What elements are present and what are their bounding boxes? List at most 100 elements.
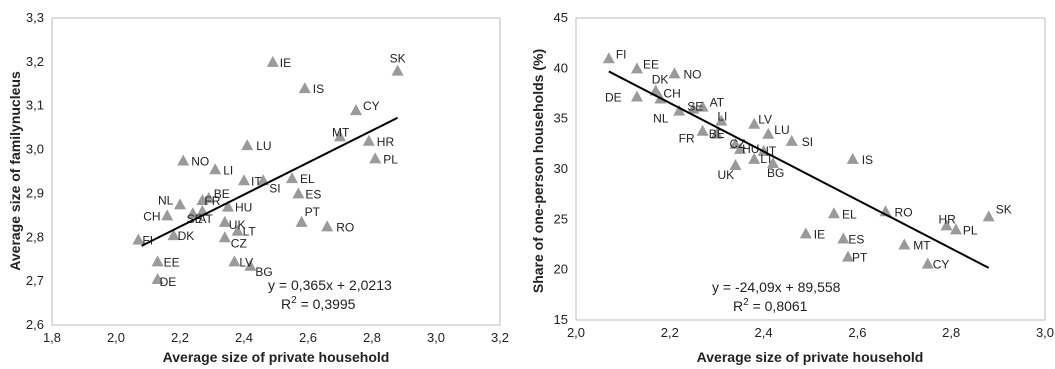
left-point-mt: [334, 130, 346, 142]
right-point-cy: [921, 257, 934, 269]
left-x-tick-label: 2,0: [107, 330, 125, 345]
left-point-label-es: ES: [305, 187, 321, 201]
left-r2-prefix: R: [281, 296, 291, 312]
right-point-de: [630, 90, 643, 102]
right-point-hr: [940, 219, 953, 231]
right-point-no: [668, 67, 681, 79]
right-r2-value: = 0,8061: [749, 298, 808, 314]
right-point-fi: [602, 52, 615, 64]
right-x-tick-label: 2,8: [942, 325, 960, 340]
right-point-label-mt: MT: [913, 239, 931, 253]
left-point-label-pl: PL: [383, 152, 398, 166]
right-point-label-lv: LV: [758, 113, 772, 127]
right-point-ee: [630, 62, 643, 74]
left-point-li: [209, 163, 222, 175]
right-r2-prefix: R: [733, 298, 743, 314]
right-x-tick-label: 2,2: [661, 325, 679, 340]
right-point-lv: [748, 117, 761, 129]
left-x-tick-labels: 1,8 2,0 2,2 2,4 2,6 2,8 3,0 3,2: [43, 330, 509, 345]
left-point-label-no: NO: [191, 155, 209, 169]
left-x-tick-label: 3,2: [491, 330, 509, 345]
left-point-label-cy: CY: [363, 99, 380, 113]
right-x-tick-label: 2,4: [755, 325, 773, 340]
left-y-tick-labels: 2,6 2,7 2,8 2,9 3,0 3,1 3,2 3,3: [26, 10, 44, 332]
right-point-si: [785, 134, 798, 146]
right-point-label-pl: PL: [963, 223, 978, 237]
left-y-tick-label: 3,2: [26, 54, 44, 69]
left-point-label-mt: MT: [332, 125, 350, 139]
left-point-ee: [151, 255, 164, 267]
right-point-label-cy: CY: [933, 258, 950, 272]
left-x-tick-label: 3,0: [427, 330, 445, 345]
left-point-lv: [228, 255, 241, 267]
left-point-bg: [244, 259, 257, 271]
right-equation: y = -24,09x + 89,558: [712, 279, 841, 295]
right-point-pt: [842, 250, 855, 262]
right-point-label-no: NO: [683, 67, 701, 81]
right-x-axis-title: Average size of private household: [697, 349, 924, 365]
left-x-tick-label: 2,8: [363, 330, 381, 345]
left-point-labels: IESKISCYMTHRLUPLNOLIITSIELESNLFRBEHUCHSE…: [142, 52, 405, 289]
right-y-axis-title: Share of one-person households (%): [530, 49, 546, 293]
left-point-el: [286, 172, 298, 184]
right-point-be: [710, 127, 723, 139]
left-point-no: [177, 154, 190, 166]
left-point-dk: [167, 229, 180, 241]
left-y-tick-label: 2,8: [26, 229, 44, 244]
left-r2-value: = 0,3995: [297, 296, 356, 312]
left-y-tick-label: 2,9: [26, 185, 44, 200]
right-point-lu: [762, 127, 775, 139]
right-point-label-pt: PT: [852, 251, 868, 265]
left-point-ro: [321, 220, 334, 232]
left-point-hu: [222, 200, 234, 212]
left-point-cz: [218, 231, 231, 243]
right-point-nl: [673, 104, 686, 116]
left-data-points: [132, 55, 404, 284]
left-point-label-si: SI: [269, 181, 280, 195]
left-point-label-el: EL: [300, 172, 315, 186]
left-point-lu: [241, 139, 254, 151]
left-point-label-lv: LV: [239, 255, 253, 269]
left-trendline: [141, 116, 399, 247]
left-y-axis-title: Average size of familynucleus: [7, 71, 23, 271]
right-point-label-hr: HR: [939, 212, 957, 226]
left-point-label-nl: NL: [158, 193, 174, 207]
right-point-label-ie: IE: [814, 227, 825, 241]
left-y-tick-label: 3,0: [26, 142, 44, 157]
right-point-label-at: AT: [710, 96, 725, 110]
right-point-uk: [729, 158, 742, 170]
left-r2-superscript: 2: [291, 295, 297, 306]
left-x-tick-label: 2,4: [235, 330, 253, 345]
right-point-label-es: ES: [848, 232, 864, 246]
right-point-label-uk: UK: [717, 168, 734, 182]
left-point-label-cz: CZ: [231, 236, 247, 250]
right-point-label-ro: RO: [895, 205, 913, 219]
left-point-uk: [218, 215, 231, 227]
left-point-lt: [231, 224, 244, 236]
right-point-bg: [766, 156, 779, 168]
right-x-tick-label: 3,0: [1036, 325, 1054, 340]
right-point-lt: [748, 152, 761, 164]
right-point-se: [687, 102, 700, 114]
right-y-tick-label: 40: [554, 60, 568, 75]
left-point-label-de: DE: [160, 275, 177, 289]
right-plot-area: [575, 17, 1046, 321]
left-point-es: [292, 187, 305, 199]
right-point-es: [837, 232, 850, 244]
left-point-de: [151, 272, 164, 284]
right-point-label-ch: CH: [663, 87, 680, 101]
left-point-hr: [362, 134, 375, 146]
right-point-label-lu: LU: [774, 123, 789, 137]
left-point-sk: [391, 64, 404, 76]
left-point-label-ee: EE: [164, 255, 180, 269]
right-point-label-li: LI: [717, 110, 727, 124]
right-point-el: [827, 207, 840, 219]
right-point-label-se: SE: [687, 100, 703, 114]
left-plot-area: [51, 17, 501, 326]
right-y-tick-label: 15: [554, 312, 568, 327]
left-point-ie: [266, 55, 279, 67]
left-point-fi: [132, 233, 145, 245]
right-point-label-dk: DK: [652, 72, 669, 86]
right-y-tick-label: 35: [554, 111, 568, 126]
left-point-label-lt: LT: [243, 225, 257, 239]
